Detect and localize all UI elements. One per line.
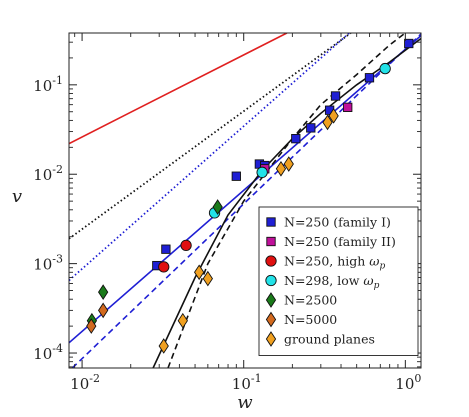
marker-ground-planes-5 (275, 160, 287, 177)
y-tick-label: 10-1 (33, 74, 63, 95)
x-tick-label: 100 (395, 372, 421, 393)
marker-n-250-family-i-7 (306, 123, 316, 133)
marker-n-2500-2 (98, 284, 109, 300)
marker-n-250-high-p-2 (180, 239, 192, 252)
marker-ground-planes-6 (283, 156, 294, 172)
legend-marker-n-298-low-p (265, 274, 277, 287)
y-tick-label: 10-4 (33, 342, 63, 363)
plot-frame (68, 32, 422, 369)
legend-marker-ground-planes (265, 331, 277, 347)
marker-ground-planes-7 (322, 114, 333, 131)
legend-entry-ground-planes: ground planes (284, 332, 375, 347)
marker-n-5000-1 (86, 318, 97, 334)
marker-n-2500-3 (212, 199, 223, 215)
data-markers (86, 38, 414, 354)
legend-marker-n-250-high-p (265, 255, 277, 267)
legend: N=250 (family I) N=250 (family II) N=250, … (258, 206, 419, 356)
marker-ground-planes-8 (328, 108, 339, 124)
marker-n-250-family-i-10 (364, 73, 375, 83)
legend-box (258, 206, 419, 356)
legend-entry-n-250-high-p: N=250, high ωp (284, 254, 386, 272)
curve-7-dashed (167, 33, 406, 368)
legend-entry-n-250-family-i: N=250 (family I) (284, 215, 391, 230)
curve-1-solid (69, 33, 288, 145)
marker-n-250-family-i-11 (404, 38, 414, 49)
legend-entry-n-250-family-ii: N=250 (family II) (284, 234, 396, 249)
legend-marker-n-2500 (265, 292, 277, 308)
marker-ground-planes-2 (177, 312, 188, 329)
legend-marker-n-250-family-ii (266, 236, 276, 247)
marker-n-250-family-i-2 (161, 244, 171, 254)
axis-ticks: 10-2 10-1 100 10-4 10-3 10-2 10-1 (33, 33, 421, 393)
x-axis-label: w (237, 392, 253, 413)
marker-ground-planes-3 (194, 264, 205, 281)
marker-n-250-high-p-1 (158, 261, 170, 273)
legend-entry-n-298-low-p: N=298, low ωp (284, 273, 380, 291)
marker-n-250-family-i-6 (291, 134, 301, 144)
marker-n-250-family-i-9 (330, 91, 341, 101)
y-tick-label: 10-3 (33, 253, 63, 274)
x-tick-label: 10-1 (232, 372, 262, 393)
marker-ground-planes-1 (158, 338, 169, 354)
marker-ground-planes-4 (202, 270, 213, 287)
legend-marker-n-250-family-i (266, 217, 276, 227)
curve-5-dashed (71, 33, 421, 368)
marker-n-5000-2 (98, 302, 109, 319)
y-tick-label: 10-2 (33, 163, 63, 184)
y-axis-label: v (12, 186, 22, 207)
legend-entry-n-2500: N=2500 (284, 293, 337, 308)
marker-n-298-low-p-2 (256, 166, 268, 178)
marker-n-298-low-p-3 (379, 62, 391, 75)
marker-n-250-family-ii-2 (343, 102, 353, 112)
legend-marker-n-5000 (265, 311, 277, 328)
x-tick-label: 10-2 (70, 372, 100, 393)
legend-entry-n-5000: N=5000 (284, 312, 337, 327)
marker-n-250-family-i-3 (231, 171, 241, 181)
curve-4-solid (69, 34, 421, 344)
